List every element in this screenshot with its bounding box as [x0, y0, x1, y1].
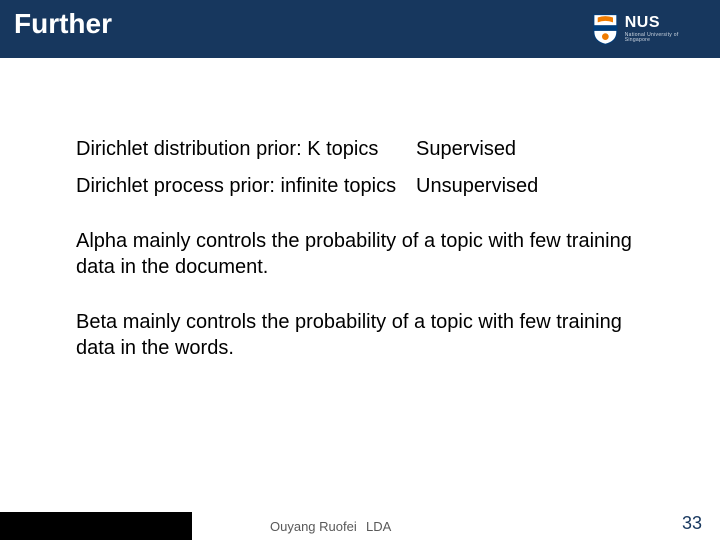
- slide-title: Further: [14, 8, 112, 40]
- logo-text: NUS National University of Singapore: [625, 15, 702, 43]
- footer-block: [0, 512, 192, 540]
- paragraph: Beta mainly controls the probability of …: [76, 309, 656, 362]
- row-right: Supervised: [416, 138, 656, 161]
- logo-primary: NUS: [625, 15, 702, 31]
- slide: Further NUS National University of Singa…: [0, 0, 720, 540]
- table-row: Dirichlet process prior: infinite topics…: [76, 175, 656, 198]
- row-right: Unsupervised: [416, 175, 656, 198]
- content-area: Dirichlet distribution prior: K topics S…: [76, 138, 656, 362]
- logo-subline: National University of Singapore: [625, 33, 702, 43]
- row-left: Dirichlet process prior: infinite topics: [76, 175, 416, 198]
- footer-author: Ouyang Ruofei: [270, 519, 357, 534]
- paragraph: Alpha mainly controls the probability of…: [76, 228, 656, 281]
- page-number: 33: [682, 513, 702, 534]
- footer-topic: LDA: [366, 519, 391, 534]
- row-left: Dirichlet distribution prior: K topics: [76, 138, 416, 161]
- table-row: Dirichlet distribution prior: K topics S…: [76, 138, 656, 161]
- crest-icon: [592, 12, 619, 46]
- nus-logo: NUS National University of Singapore: [592, 10, 702, 48]
- footer: Ouyang Ruofei LDA 33: [0, 510, 720, 540]
